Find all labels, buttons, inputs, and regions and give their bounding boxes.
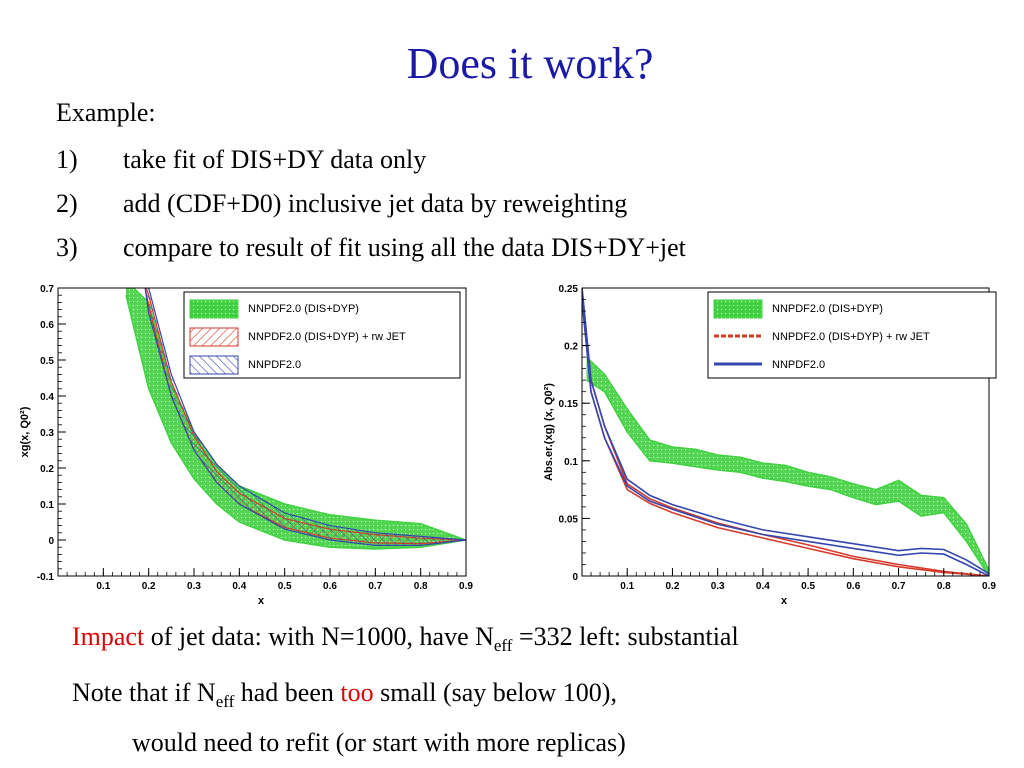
impact-subscript: eff	[493, 636, 513, 655]
legend: NNPDF2.0 (DIS+DYP) NNPDF2.0 (DIS+DYP) + r…	[707, 291, 997, 379]
legend-label: NNPDF2.0	[772, 359, 825, 371]
legend: NNPDF2.0 (DIS+DYP) NNPDF2.0 (DIS+DYP) + r…	[183, 291, 461, 379]
legend-label: NNPDF2.0 (DIS+DYP)	[248, 303, 359, 315]
y-tick-label: 0.1	[564, 457, 578, 468]
gluon-pdf-chart: 0.1 0.2 0.3 0.4 0.5 0.6 0.7 0.8 0.9 -0.1 0 0.1 0.2 0.…	[0, 276, 478, 606]
impact-text-b: =332 left: substantial	[512, 622, 739, 651]
series-upper-line-2	[582, 288, 989, 575]
y-tick-label: 0	[572, 572, 578, 583]
x-tick-label: 0.3	[711, 581, 725, 592]
impact-statement: Impact of jet data: with N=1000, have Ne…	[72, 622, 739, 656]
x-tick-label: 0.8	[937, 581, 951, 592]
legend-swatch	[189, 299, 239, 319]
x-tick-label: 0.2	[665, 581, 679, 592]
note-text-b: had been	[234, 678, 341, 707]
legend-swatch	[189, 327, 239, 347]
series-lower-line-0	[125, 295, 466, 550]
y-tick-label: 0.5	[40, 356, 54, 367]
series-band-2	[145, 288, 466, 546]
x-tick-label: 0.5	[801, 581, 815, 592]
series-lower-line-2	[144, 288, 466, 546]
series-band-0	[126, 288, 466, 549]
y-tick-label: 0.05	[559, 514, 579, 525]
y-tick-label: 0.2	[564, 342, 578, 353]
note-line-2: would need to refit (or start with more …	[132, 728, 626, 757]
y-axis-label: Abs.er.(xg) (x, Q0²)	[543, 383, 555, 481]
note-line-1: Note that if Neff had been too small (sa…	[72, 678, 617, 712]
note-text-c: small (say below 100),	[373, 678, 617, 707]
x-tick-label: 0.9	[982, 581, 996, 592]
legend-label: NNPDF2.0 (DIS+DYP) + rw JET	[248, 331, 406, 343]
series-upper-line-0	[585, 356, 989, 571]
y-tick-label: 0.15	[559, 399, 579, 410]
x-axis-label: x	[258, 595, 265, 606]
y-tick-label: 0.2	[40, 464, 54, 475]
y-tick-label: 0.7	[40, 284, 54, 295]
x-tick-label: 0.6	[323, 581, 337, 592]
step-number: 2)	[56, 189, 78, 218]
list-item: 1) take fit of DIS+DY data only	[56, 138, 686, 182]
legend-swatch	[713, 299, 763, 319]
note-highlight: too	[340, 678, 374, 707]
x-tick-label: 0.1	[96, 581, 110, 592]
step-number: 3)	[56, 233, 78, 262]
y-axis-label: xg(x, Q0²)	[19, 406, 31, 457]
x-tick-label: 0.1	[620, 581, 634, 592]
x-axis-label: x	[781, 595, 788, 606]
legend-swatch	[189, 355, 239, 375]
steps-list: 1) take fit of DIS+DY data only 2) add (CD…	[56, 138, 686, 270]
legend-label: NNPDF2.0 (DIS+DYP)	[772, 303, 883, 315]
x-tick-label: 0.7	[368, 581, 382, 592]
step-number: 1)	[56, 145, 78, 174]
list-item: 3) compare to result of fit using all the…	[56, 226, 686, 270]
y-tick-label: 0	[48, 536, 54, 547]
y-tick-label: 0.3	[40, 428, 54, 439]
impact-text-a: of jet data: with N=1000, have N	[144, 622, 494, 651]
slide-title: Does it work?	[406, 39, 654, 88]
step-text: compare to result of fit using all the d…	[123, 233, 686, 262]
x-tick-label: 0.6	[846, 581, 860, 592]
series-lower-line-0	[586, 379, 989, 576]
y-tick-label: 0.6	[40, 320, 54, 331]
note-subscript: eff	[215, 692, 235, 711]
legend-label: NNPDF2.0 (DIS+DYP) + rw JET	[772, 331, 930, 343]
chart-svg: 0.1 0.2 0.3 0.4 0.5 0.6 0.7 0.8 0.9 0 0.05 0.1 0.15 0…	[543, 284, 997, 606]
y-tick-label: -0.1	[37, 572, 55, 583]
y-tick-label: 0.4	[40, 392, 54, 403]
legend-label: NNPDF2.0	[248, 359, 301, 371]
x-tick-label: 0.3	[187, 581, 201, 592]
x-tick-label: 0.2	[142, 581, 156, 592]
note-text-a: Note that if N	[72, 678, 216, 707]
x-tick-label: 0.7	[892, 581, 906, 592]
y-tick-label: 0.25	[559, 284, 579, 295]
example-label: Example:	[56, 98, 156, 127]
plot-frame	[581, 287, 990, 577]
gluon-error-chart: 0.1 0.2 0.3 0.4 0.5 0.6 0.7 0.8 0.9 0 0.05 0.1 0.15 0…	[524, 276, 1004, 606]
series-lower-line-2	[582, 299, 989, 576]
step-text: add (CDF+D0) inclusive jet data by rewei…	[123, 189, 628, 218]
series-upper-line-2	[147, 288, 466, 541]
impact-highlight: Impact	[72, 622, 145, 651]
chart-svg: 0.1 0.2 0.3 0.4 0.5 0.6 0.7 0.8 0.9 -0.1 0 0.1 0.2 0.…	[19, 284, 473, 606]
list-item: 2) add (CDF+D0) inclusive jet data by rew…	[56, 182, 686, 226]
y-tick-label: 0.1	[40, 500, 54, 511]
x-tick-label: 0.5	[278, 581, 292, 592]
step-text: take fit of DIS+DY data only	[123, 145, 427, 174]
x-tick-label: 0.4	[232, 581, 246, 592]
x-tick-label: 0.9	[459, 581, 473, 592]
x-tick-label: 0.8	[414, 581, 428, 592]
x-tick-label: 0.4	[756, 581, 770, 592]
